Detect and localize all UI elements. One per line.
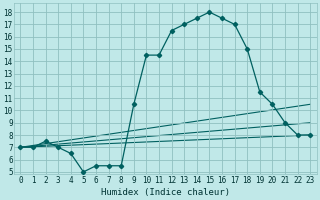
X-axis label: Humidex (Indice chaleur): Humidex (Indice chaleur) xyxy=(101,188,230,197)
